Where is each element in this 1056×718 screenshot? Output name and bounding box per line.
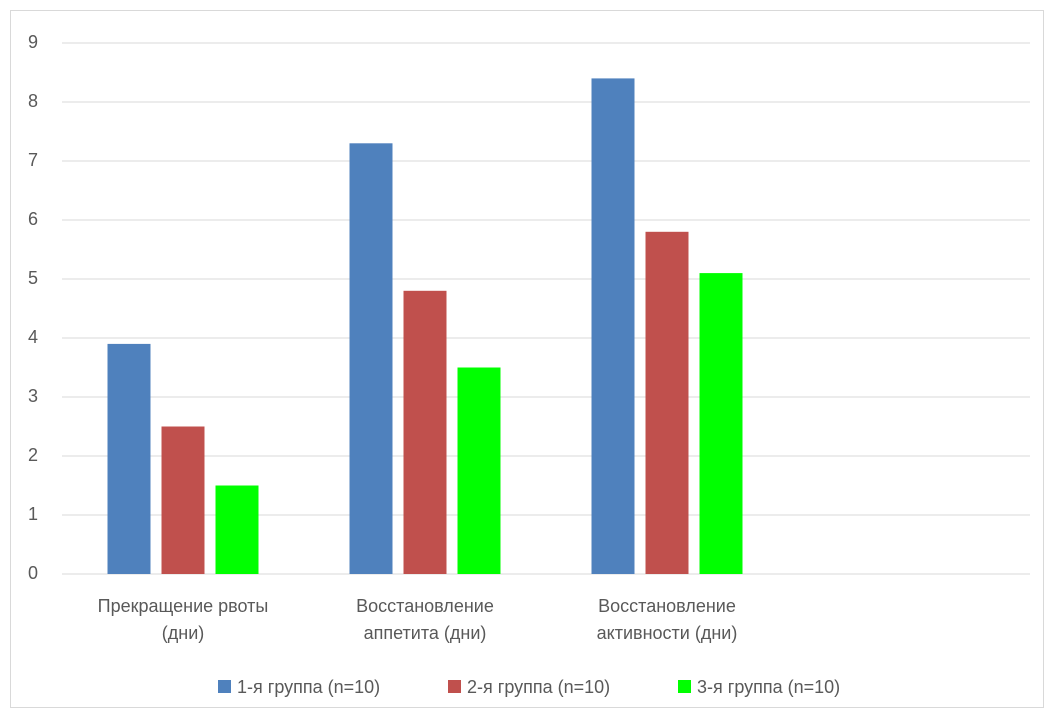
y-tick-label: 1 xyxy=(28,504,38,524)
bar-series-3-category-3 xyxy=(699,273,743,574)
bar-series-2-category-1 xyxy=(161,426,205,574)
legend-swatch xyxy=(448,680,461,693)
bar-series-2-category-3 xyxy=(645,231,689,575)
axis-layer: 0 1 2 3 4 5 6 7 8 9 Прекращение рвоты (дни) Восстано… xyxy=(28,32,737,643)
bar-series-3-category-2 xyxy=(457,367,501,574)
legend-swatch xyxy=(218,680,231,693)
bar-series-3-category-1 xyxy=(215,485,259,574)
bar-series-1-category-2 xyxy=(349,143,393,575)
legend-label: 1-я группа (n=10) xyxy=(237,677,380,697)
y-tick-label: 7 xyxy=(28,150,38,170)
y-tick-label: 3 xyxy=(28,386,38,406)
legend-label: 2-я группа (n=10) xyxy=(467,677,610,697)
y-tick-label: 0 xyxy=(28,563,38,583)
y-tick-label: 5 xyxy=(28,268,38,288)
y-tick-label: 9 xyxy=(28,32,38,52)
y-tick-label: 8 xyxy=(28,91,38,111)
chart-frame xyxy=(10,10,1044,708)
y-tick-label: 4 xyxy=(28,327,38,347)
bar-series-2-category-2 xyxy=(403,290,447,574)
y-tick-label: 2 xyxy=(28,445,38,465)
legend-label: 3-я группа (n=10) xyxy=(697,677,840,697)
bars-layer xyxy=(107,78,743,575)
legend-swatch xyxy=(678,680,691,693)
legend: 1-я группа (n=10) 2-я группа (n=10) 3-я гр… xyxy=(218,677,840,697)
x-category-label: Восстановление активности (дни) xyxy=(597,596,738,643)
bar-series-1-category-3 xyxy=(591,78,635,575)
bar-series-1-category-1 xyxy=(107,343,151,574)
x-category-label: Прекращение рвоты (дни) xyxy=(98,596,269,643)
grid-layer xyxy=(62,42,1030,575)
y-tick-label: 6 xyxy=(28,209,38,229)
x-category-label: Восстановление аппетита (дни) xyxy=(356,596,494,643)
